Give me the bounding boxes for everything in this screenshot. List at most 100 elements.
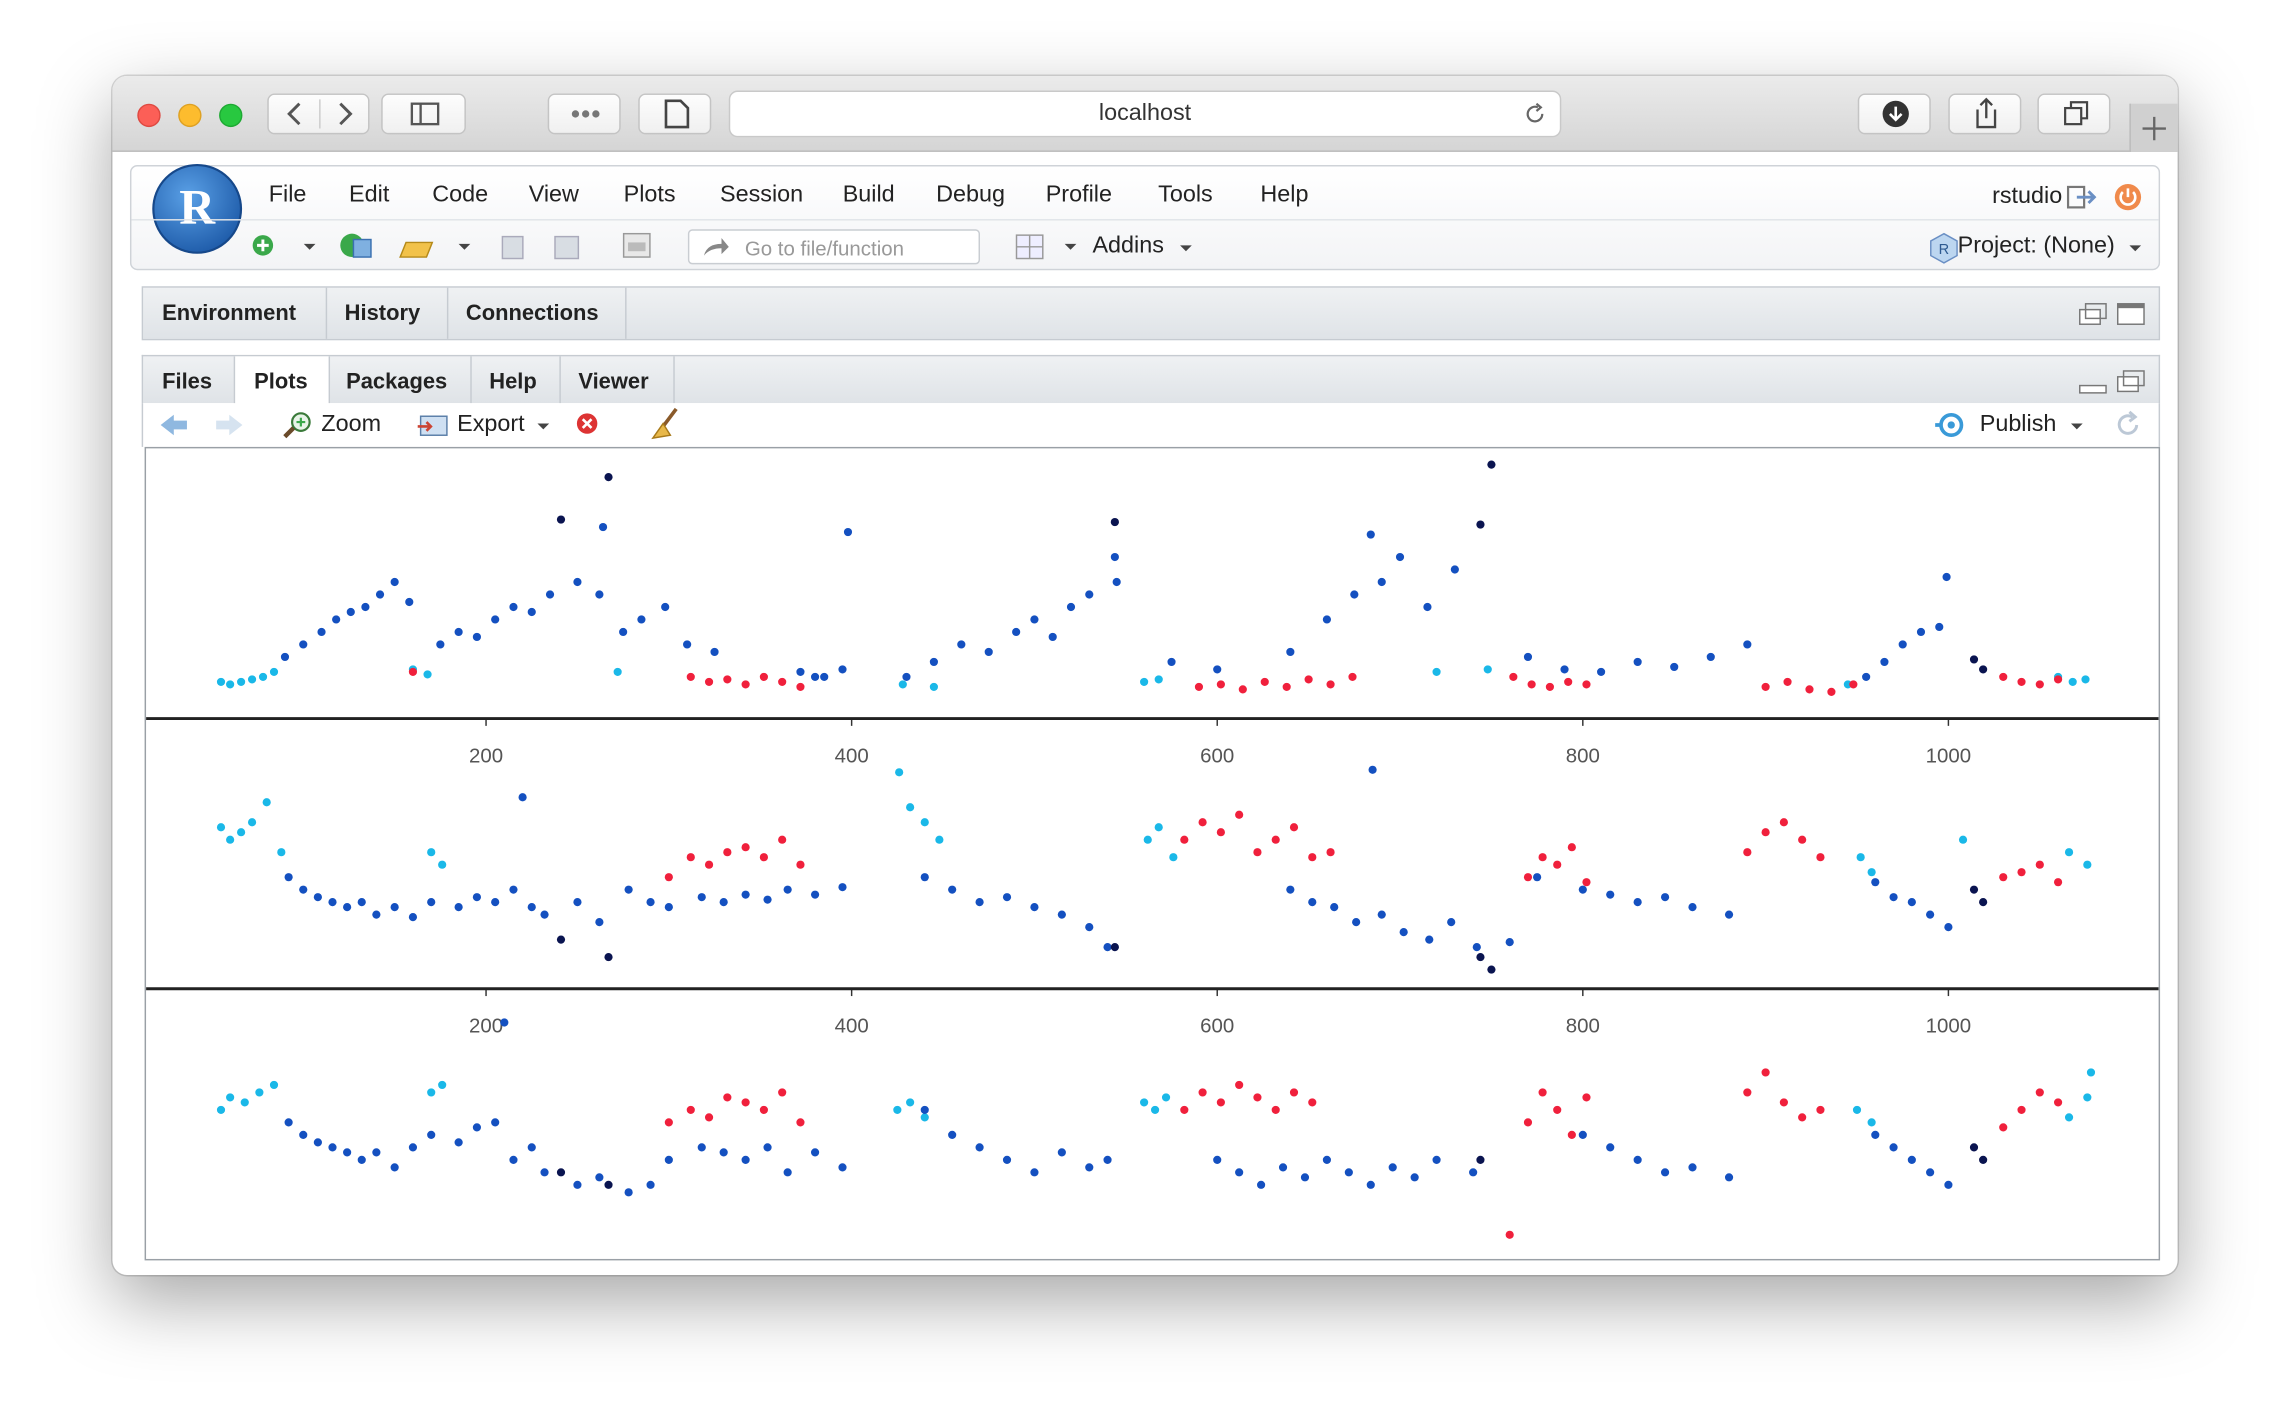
data-point — [2017, 868, 2026, 877]
signout-icon[interactable] — [2065, 183, 2097, 212]
remove-plot[interactable] — [573, 409, 605, 438]
data-point — [948, 885, 957, 894]
data-point — [838, 1163, 847, 1172]
data-point — [723, 675, 732, 684]
pane-tab[interactable]: Environment — [143, 287, 328, 339]
data-point — [906, 803, 915, 812]
menu-item[interactable]: Plots — [623, 182, 676, 208]
data-point — [1505, 1230, 1514, 1239]
data-point — [1030, 1168, 1039, 1177]
history-arrows[interactable] — [158, 410, 275, 439]
publish-icon — [1935, 412, 1964, 438]
data-point — [741, 890, 750, 899]
pane-tab[interactable]: Viewer — [559, 356, 675, 405]
data-point — [920, 1105, 929, 1114]
data-point — [1180, 835, 1189, 844]
menu-item[interactable]: Tools — [1158, 182, 1213, 208]
data-point — [2053, 1098, 2063, 1107]
data-point — [783, 1168, 792, 1177]
x-tick-label: 600 — [1200, 1015, 1234, 1038]
data-point — [1816, 853, 1825, 862]
x-tick-label: 200 — [469, 744, 503, 767]
goto-field[interactable]: Go to file/function — [687, 229, 980, 265]
data-point — [1194, 682, 1204, 691]
pane-tab[interactable]: Packages — [327, 356, 472, 405]
data-point — [759, 1105, 768, 1114]
data-point — [683, 640, 692, 649]
clear-plots[interactable] — [647, 406, 685, 441]
data-point — [975, 1143, 984, 1152]
data-point — [317, 627, 326, 637]
addins-menu[interactable]: Addins — [1092, 233, 1164, 259]
r-logo[interactable]: R — [150, 162, 243, 255]
data-point — [1253, 848, 1262, 857]
data-point — [1688, 903, 1697, 912]
environment-pane-header: Environment History Connections — [141, 286, 2161, 341]
data-point — [1633, 1155, 1642, 1164]
sidebar-button[interactable] — [381, 93, 466, 135]
extensions-button[interactable] — [547, 93, 621, 135]
data-point — [1578, 1130, 1587, 1139]
back-forward[interactable] — [267, 93, 370, 135]
menu-item[interactable]: Help — [1260, 182, 1309, 208]
menu-item[interactable]: Debug — [936, 182, 1006, 208]
pane-tab[interactable]: Connections — [447, 287, 627, 339]
reader-button[interactable] — [638, 93, 712, 135]
pane-tab[interactable]: History — [326, 287, 449, 339]
data-point — [1476, 520, 1485, 529]
share-button[interactable] — [1948, 93, 2022, 135]
data-point — [704, 860, 714, 869]
refresh-icon[interactable] — [2112, 409, 2144, 441]
data-point — [1271, 1105, 1280, 1114]
data-point — [436, 640, 445, 649]
menu-item[interactable]: Build — [842, 182, 895, 208]
pane-controls-2[interactable] — [2077, 368, 2147, 397]
data-point — [1322, 1155, 1331, 1164]
export-button[interactable]: Export — [457, 411, 525, 437]
minimize-button[interactable] — [178, 103, 202, 128]
data-point — [1889, 1143, 1898, 1152]
menu-item[interactable]: File — [268, 182, 307, 208]
data-point — [427, 848, 436, 857]
data-point — [1761, 682, 1770, 691]
pane-tab[interactable]: Files — [143, 356, 236, 405]
pane-controls[interactable] — [2077, 301, 2147, 327]
reload-icon[interactable] — [1522, 101, 1548, 127]
data-point — [216, 823, 226, 832]
pane-tab[interactable]: Help — [470, 356, 561, 405]
data-point — [1432, 1155, 1441, 1164]
tab-label: Help — [489, 369, 537, 395]
project-menu[interactable]: Project: (None) — [1957, 233, 2115, 259]
address-bar[interactable]: localhost — [728, 90, 1562, 138]
data-point — [935, 835, 944, 844]
data-point — [1423, 602, 1432, 612]
menu-item[interactable]: Edit — [349, 182, 390, 208]
data-point — [1308, 1098, 1317, 1107]
data-point — [778, 835, 787, 844]
menu-item[interactable]: Code — [432, 182, 489, 208]
data-point — [509, 1155, 518, 1164]
data-point — [1761, 828, 1770, 837]
close-button[interactable] — [137, 103, 161, 128]
data-point — [1670, 662, 1679, 672]
menu-item[interactable]: Session — [720, 182, 804, 208]
zoom-button[interactable]: Zoom — [321, 411, 382, 437]
publish-button[interactable]: Publish — [1979, 411, 2057, 437]
pane-tab[interactable]: Plots — [233, 356, 331, 405]
data-point — [573, 898, 582, 907]
data-point — [1012, 627, 1021, 637]
zoom-button[interactable] — [219, 103, 243, 128]
downloads-button[interactable] — [1857, 93, 1931, 135]
data-point — [357, 1155, 366, 1164]
tabs-button[interactable] — [2037, 93, 2111, 135]
toolbar-icons[interactable] — [248, 228, 686, 266]
layout-icon[interactable] — [1014, 232, 1090, 264]
new-tab-button[interactable] — [2129, 103, 2178, 152]
menu-item[interactable]: View — [528, 182, 579, 208]
data-point — [556, 1168, 566, 1177]
data-point — [741, 680, 750, 689]
power-icon[interactable] — [2112, 181, 2144, 213]
data-point — [1926, 910, 1935, 919]
data-point — [1143, 835, 1152, 844]
menu-item[interactable]: Profile — [1045, 182, 1112, 208]
